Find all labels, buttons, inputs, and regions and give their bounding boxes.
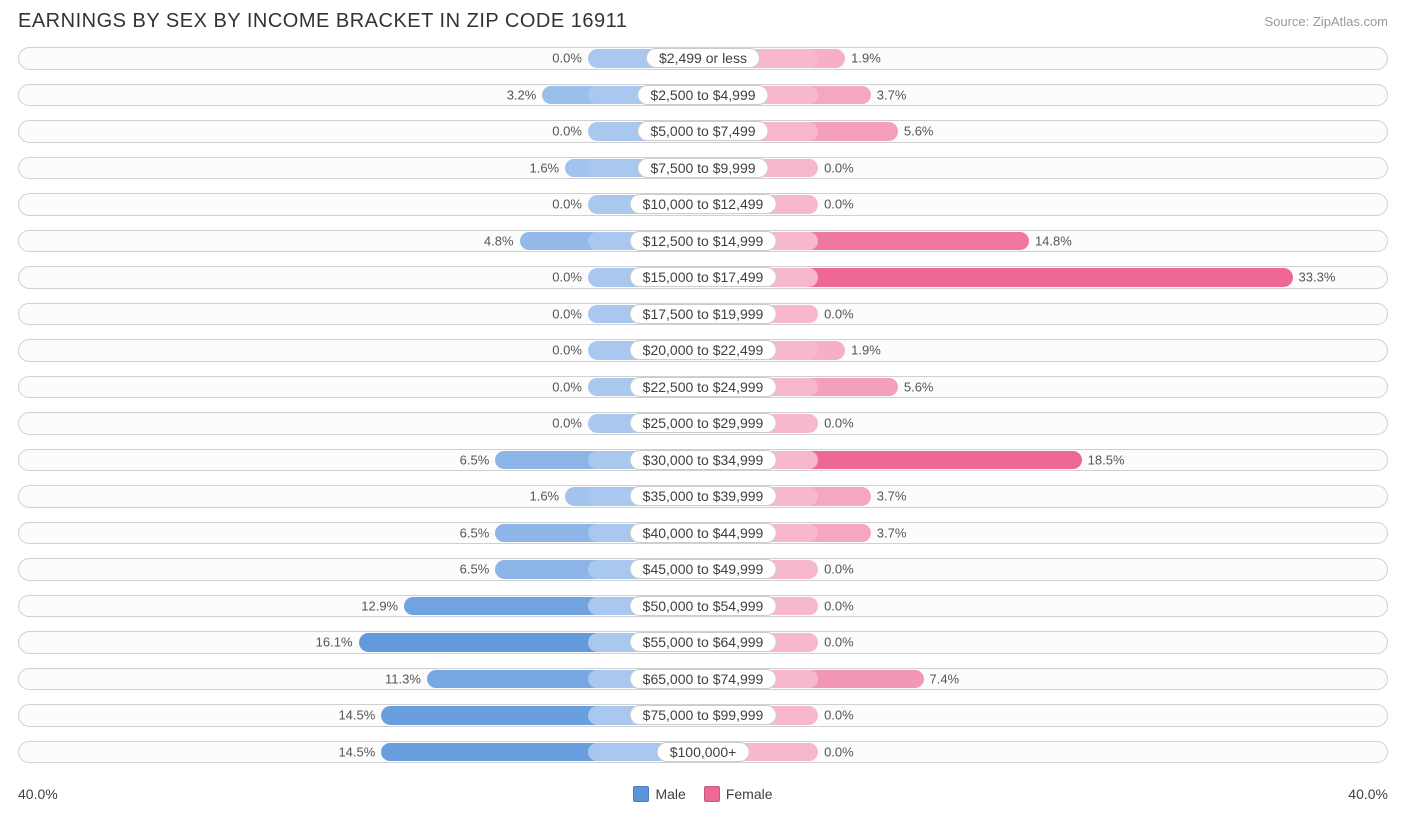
- row-category-label: $30,000 to $34,999: [630, 450, 777, 470]
- row-category-label: $65,000 to $74,999: [630, 669, 777, 689]
- male-value-label: 16.1%: [316, 635, 353, 650]
- chart-row: 0.0% 33.3% $15,000 to $17,499: [18, 260, 1388, 295]
- female-swatch-icon: [704, 786, 720, 802]
- row-category-label: $22,500 to $24,999: [630, 377, 777, 397]
- row-category-label: $45,000 to $49,999: [630, 559, 777, 579]
- chart-row: 6.5% 0.0% $45,000 to $49,999: [18, 552, 1388, 587]
- chart-row: 0.0% 0.0% $10,000 to $12,499: [18, 187, 1388, 222]
- male-value-label: 4.8%: [484, 233, 514, 248]
- chart-row: 1.6% 3.7% $35,000 to $39,999: [18, 479, 1388, 514]
- chart-row: 4.8% 14.8% $12,500 to $14,999: [18, 224, 1388, 259]
- male-value-label: 6.5%: [460, 562, 490, 577]
- row-category-label: $10,000 to $12,499: [630, 194, 777, 214]
- chart-row: 0.0% 5.6% $22,500 to $24,999: [18, 370, 1388, 405]
- female-value-label: 3.7%: [877, 87, 907, 102]
- chart-row: 12.9% 0.0% $50,000 to $54,999: [18, 589, 1388, 624]
- row-category-label: $25,000 to $29,999: [630, 413, 777, 433]
- chart-row: 0.0% 5.6% $5,000 to $7,499: [18, 114, 1388, 149]
- male-value-label: 1.6%: [529, 160, 559, 175]
- male-value-label: 0.0%: [552, 270, 582, 285]
- female-value-label: 18.5%: [1088, 452, 1125, 467]
- row-category-label: $50,000 to $54,999: [630, 596, 777, 616]
- female-value-label: 0.0%: [824, 708, 854, 723]
- female-value-label: 1.9%: [851, 343, 881, 358]
- male-swatch-icon: [633, 786, 649, 802]
- chart-row: 16.1% 0.0% $55,000 to $64,999: [18, 625, 1388, 660]
- female-value-label: 0.0%: [824, 635, 854, 650]
- female-value-label: 0.0%: [824, 160, 854, 175]
- row-category-label: $17,500 to $19,999: [630, 304, 777, 324]
- row-category-label: $2,500 to $4,999: [637, 85, 768, 105]
- legend-female-label: Female: [726, 786, 773, 802]
- row-category-label: $2,499 or less: [646, 48, 760, 68]
- female-value-label: 33.3%: [1299, 270, 1336, 285]
- legend-male-label: Male: [655, 786, 685, 802]
- female-value-label: 0.0%: [824, 197, 854, 212]
- male-value-label: 0.0%: [552, 124, 582, 139]
- chart-row: 6.5% 18.5% $30,000 to $34,999: [18, 443, 1388, 478]
- female-value-label: 0.0%: [824, 598, 854, 613]
- row-category-label: $12,500 to $14,999: [630, 231, 777, 251]
- chart-row: 0.0% 1.9% $2,499 or less: [18, 41, 1388, 76]
- female-value-label: 14.8%: [1035, 233, 1072, 248]
- row-category-label: $100,000+: [657, 742, 750, 762]
- chart-row: 0.0% 1.9% $20,000 to $22,499: [18, 333, 1388, 368]
- male-value-label: 1.6%: [529, 489, 559, 504]
- chart-row: 14.5% 0.0% $75,000 to $99,999: [18, 698, 1388, 733]
- row-category-label: $20,000 to $22,499: [630, 340, 777, 360]
- male-value-label: 0.0%: [552, 379, 582, 394]
- row-category-label: $55,000 to $64,999: [630, 632, 777, 652]
- legend-item-female: Female: [704, 786, 773, 802]
- chart-row: 6.5% 3.7% $40,000 to $44,999: [18, 516, 1388, 551]
- male-value-label: 12.9%: [361, 598, 398, 613]
- chart-row: 11.3% 7.4% $65,000 to $74,999: [18, 662, 1388, 697]
- female-value-label: 5.6%: [904, 379, 934, 394]
- axis-left-max: 40.0%: [18, 786, 58, 802]
- row-category-label: $40,000 to $44,999: [630, 523, 777, 543]
- male-value-label: 6.5%: [460, 525, 490, 540]
- female-value-label: 5.6%: [904, 124, 934, 139]
- row-category-label: $7,500 to $9,999: [637, 158, 768, 178]
- female-value-label: 0.0%: [824, 416, 854, 431]
- source-label: Source: ZipAtlas.com: [1264, 14, 1388, 29]
- chart-footer: 40.0% Male Female 40.0%: [18, 786, 1388, 802]
- male-value-label: 0.0%: [552, 416, 582, 431]
- female-value-label: 0.0%: [824, 744, 854, 759]
- male-value-label: 6.5%: [460, 452, 490, 467]
- male-value-label: 3.2%: [507, 87, 537, 102]
- male-value-label: 0.0%: [552, 51, 582, 66]
- female-value-label: 1.9%: [851, 51, 881, 66]
- male-value-label: 11.3%: [385, 671, 421, 686]
- male-value-label: 0.0%: [552, 306, 582, 321]
- male-value-label: 14.5%: [338, 708, 375, 723]
- row-category-label: $15,000 to $17,499: [630, 267, 777, 287]
- chart-row: 14.5% 0.0% $100,000+: [18, 735, 1388, 770]
- chart-row: 1.6% 0.0% $7,500 to $9,999: [18, 151, 1388, 186]
- chart-area: 0.0% 1.9% $2,499 or less 3.2% 3.7% $2,500 to …: [0, 41, 1406, 769]
- row-category-label: $5,000 to $7,499: [637, 121, 768, 141]
- chart-row: 0.0% 0.0% $25,000 to $29,999: [18, 406, 1388, 441]
- female-value-label: 7.4%: [930, 671, 960, 686]
- female-value-label: 0.0%: [824, 562, 854, 577]
- chart-row: 3.2% 3.7% $2,500 to $4,999: [18, 78, 1388, 113]
- male-value-label: 0.0%: [552, 343, 582, 358]
- axis-right-max: 40.0%: [1348, 786, 1388, 802]
- chart-title: EARNINGS BY SEX BY INCOME BRACKET IN ZIP…: [18, 10, 627, 33]
- male-value-label: 14.5%: [338, 744, 375, 759]
- legend: Male Female: [633, 786, 772, 802]
- female-value-label: 3.7%: [877, 525, 907, 540]
- male-value-label: 0.0%: [552, 197, 582, 212]
- female-value-label: 3.7%: [877, 489, 907, 504]
- row-category-label: $75,000 to $99,999: [630, 705, 777, 725]
- row-category-label: $35,000 to $39,999: [630, 486, 777, 506]
- female-value-label: 0.0%: [824, 306, 854, 321]
- legend-item-male: Male: [633, 786, 685, 802]
- chart-row: 0.0% 0.0% $17,500 to $19,999: [18, 297, 1388, 332]
